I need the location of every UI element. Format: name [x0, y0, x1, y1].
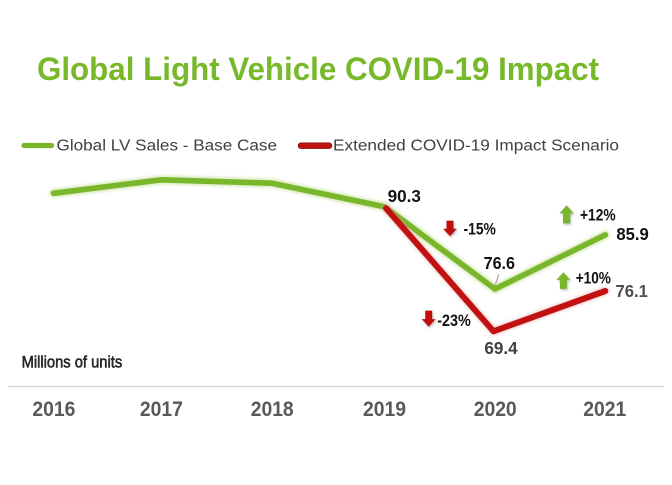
svg-text:2017: 2017 [140, 398, 183, 421]
svg-text:2019: 2019 [363, 398, 406, 421]
svg-text:Extended COVID-19 Impact Scena: Extended COVID-19 Impact Scenario [333, 137, 619, 154]
svg-text:2021: 2021 [583, 398, 626, 421]
svg-text:2016: 2016 [32, 398, 75, 421]
svg-text:2018: 2018 [251, 398, 294, 421]
svg-text:Global Light Vehicle COVID-19: Global Light Vehicle COVID-19 Impact [37, 51, 599, 87]
svg-text:Millions of units: Millions of units [22, 352, 123, 371]
svg-text:76.1: 76.1 [616, 281, 649, 301]
svg-text:+12%: +12% [580, 207, 616, 225]
svg-text:85.9: 85.9 [616, 224, 649, 244]
svg-text:90.3: 90.3 [388, 186, 422, 206]
svg-text:76.6: 76.6 [484, 253, 516, 273]
svg-text:+10%: +10% [576, 269, 612, 287]
svg-text:69.4: 69.4 [484, 338, 517, 358]
svg-text:Global LV Sales - Base Case: Global LV Sales - Base Case [57, 137, 278, 154]
svg-text:2020: 2020 [474, 398, 517, 421]
svg-text:-15%: -15% [464, 221, 497, 239]
svg-text:-23%: -23% [437, 312, 471, 330]
